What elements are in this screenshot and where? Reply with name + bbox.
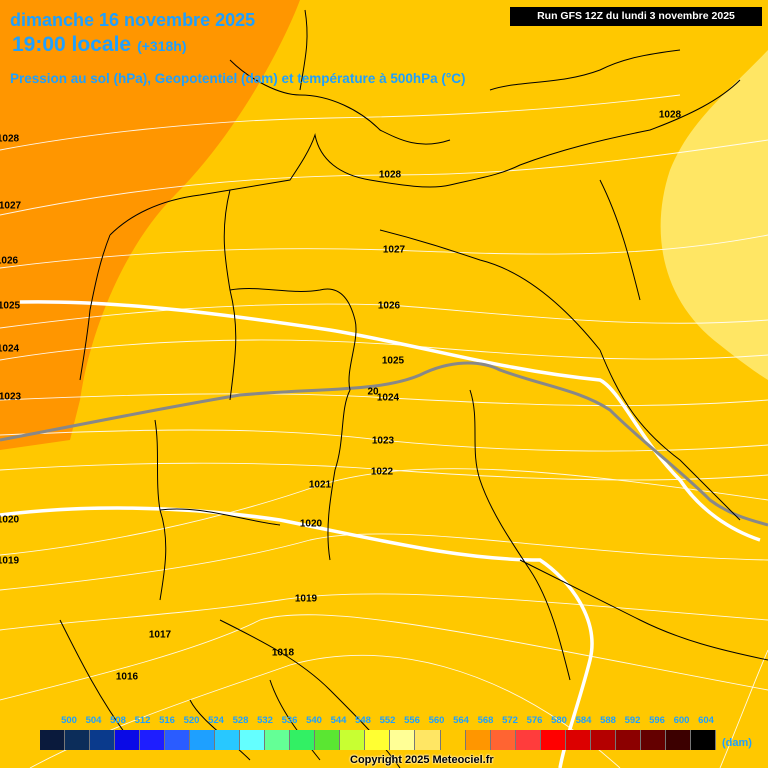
legend-swatch <box>365 730 391 750</box>
isobar-label: 1022 <box>370 466 394 478</box>
legend-swatch <box>65 730 91 750</box>
borders <box>59 9 768 768</box>
legend-swatch <box>390 730 416 750</box>
legend-swatch <box>565 730 591 750</box>
legend-value: 588 <box>600 715 616 726</box>
forecast-date: dimanche 16 novembre 2025 <box>10 10 256 30</box>
legend-value: 584 <box>575 715 592 726</box>
legend-value: 572 <box>502 715 518 726</box>
legend-swatch <box>340 730 366 750</box>
legend-swatch <box>240 730 266 750</box>
legend-value: 556 <box>404 715 420 726</box>
legend-swatch <box>40 730 66 750</box>
legend-value: 552 <box>379 715 396 726</box>
legend-swatch <box>315 730 341 750</box>
legend-swatch <box>615 730 641 750</box>
isobar-label: 1024 <box>376 392 400 404</box>
isobar-label: 1026 <box>377 300 401 312</box>
legend-swatch <box>640 730 666 750</box>
isobar-label: 1021 <box>308 479 332 491</box>
legend-unit: (dam) <box>722 737 752 749</box>
isobar-label: 1027 <box>382 244 406 256</box>
legend-swatch <box>415 730 441 750</box>
isobar-label: 1026 <box>0 255 19 267</box>
isobar-label: 1018 <box>271 647 295 659</box>
legend-swatch <box>90 730 116 750</box>
isobar-label: 1028 <box>0 133 20 145</box>
forecast-offset: (+318h) <box>137 38 187 54</box>
isotherm-label: 20 <box>367 386 379 398</box>
legend-swatch <box>290 730 316 750</box>
legend-value: 520 <box>183 715 200 726</box>
legend-value: 524 <box>208 715 224 726</box>
geopotential-568-area <box>0 0 300 450</box>
legend-swatch <box>590 730 616 750</box>
legend-swatch <box>115 730 141 750</box>
isobar-label: 1027 <box>0 200 22 212</box>
isobar-label: 1028 <box>658 109 682 121</box>
legend-value: 540 <box>306 715 322 726</box>
run-info: Run GFS 12Z du lundi 3 novembre 2025 <box>510 7 762 26</box>
legend-value: 544 <box>330 715 347 726</box>
forecast-time: 19:00 locale (+318h) <box>12 33 187 57</box>
legend-value: 560 <box>428 715 445 726</box>
legend-value: 576 <box>526 715 543 726</box>
legend-value: 500 <box>61 715 77 726</box>
legend-swatch <box>215 730 241 750</box>
legend-bar <box>40 730 716 750</box>
legend-swatch <box>515 730 541 750</box>
isobar-label: 1017 <box>148 629 172 641</box>
legend-swatch <box>140 730 166 750</box>
legend-value: 564 <box>453 715 469 726</box>
isobar-lines <box>0 94 768 768</box>
legend-value: 528 <box>232 715 249 726</box>
isobar-label: 1023 <box>0 391 22 403</box>
isobar-label: 1025 <box>381 355 405 367</box>
legend-value: 568 <box>477 715 494 726</box>
legend-value: 604 <box>698 715 714 726</box>
legend-swatch <box>190 730 216 750</box>
isobar-label: 1028 <box>378 169 402 181</box>
legend-value: 596 <box>649 715 665 726</box>
isobar-label: 1025 <box>0 300 21 312</box>
isobar-label: 1019 <box>294 593 318 605</box>
legend-value: 504 <box>85 715 102 726</box>
forecast-time-label: 19:00 locale <box>12 33 132 56</box>
map-description: Pression au sol (hPa), Geopotentiel (dam… <box>10 71 466 86</box>
legend-swatch <box>265 730 291 750</box>
isobar-label: 1024 <box>0 343 20 355</box>
legend-value: 512 <box>134 715 151 726</box>
legend-value: 580 <box>551 715 567 726</box>
legend-value: 600 <box>673 715 690 726</box>
legend-swatch <box>690 730 716 750</box>
legend-value: 548 <box>355 715 371 726</box>
legend-swatch <box>465 730 491 750</box>
isobar-label: 1019 <box>0 555 20 567</box>
legend-swatch <box>665 730 691 750</box>
legend-value: 508 <box>110 715 126 726</box>
legend-value: 536 <box>281 715 298 726</box>
legend-value: 592 <box>624 715 641 726</box>
isobar-label: 1020 <box>299 518 323 530</box>
isotherm-line <box>0 361 768 527</box>
isobar-label: 1016 <box>115 671 139 683</box>
legend-value: 516 <box>159 715 175 726</box>
isobar-label: 1020 <box>0 514 20 526</box>
legend-swatch <box>440 730 466 750</box>
copyright: Copyright 2025 Meteociel.fr <box>350 754 494 766</box>
legend-swatch <box>165 730 191 750</box>
legend-swatch <box>540 730 566 750</box>
major-isolines <box>0 300 761 768</box>
isobar-label: 1023 <box>371 435 395 447</box>
legend-swatch <box>490 730 516 750</box>
legend-value: 532 <box>257 715 273 726</box>
geopotential-560-area <box>660 50 768 380</box>
